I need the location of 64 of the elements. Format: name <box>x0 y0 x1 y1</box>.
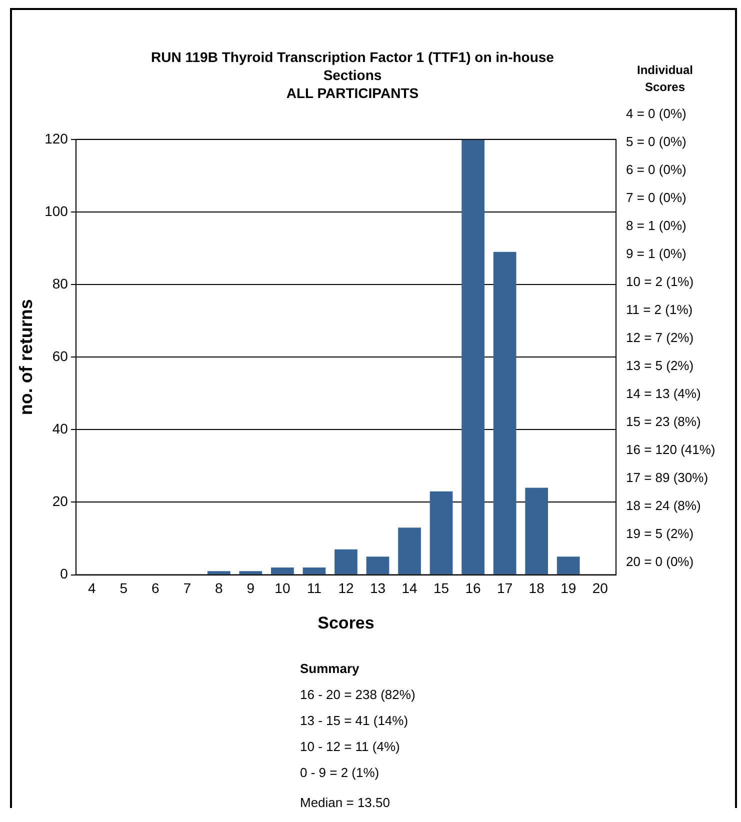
y-tick-label: 100 <box>44 202 68 219</box>
x-tick-label: 19 <box>560 580 576 596</box>
text: 19 = 5 (2%) <box>625 525 695 543</box>
x-tick-label: 13 <box>370 580 386 596</box>
y-tick-label: 40 <box>52 420 68 437</box>
bar <box>556 556 580 574</box>
y-tick-label: 80 <box>52 275 68 292</box>
x-tick-label: 12 <box>338 580 354 596</box>
text: 8 = 1 (0%) <box>625 217 688 235</box>
bar <box>430 491 453 574</box>
text: 15 = 23 (8%) <box>625 413 702 431</box>
text: 4 = 0 (0%) <box>625 105 688 123</box>
text: 13 - 15 = 41 (14%) <box>300 712 410 730</box>
text: Summary <box>300 660 360 678</box>
text: 17 = 89 (30%) <box>625 469 710 487</box>
text: 5 = 0 (0%) <box>625 133 688 151</box>
y-axis-title: no. of returns <box>16 299 36 416</box>
x-tick-label: 6 <box>151 580 160 596</box>
text: 10 = 2 (1%) <box>625 273 695 291</box>
text: 10 - 12 = 11 (4%) <box>300 738 401 756</box>
text: 12 = 7 (2%) <box>625 329 695 347</box>
text: 16 = 120 (41%) <box>625 441 716 459</box>
text: 20 = 0 (0%) <box>625 553 695 571</box>
x-axis-title: Scores <box>318 613 374 632</box>
y-tick-label: 20 <box>52 493 68 510</box>
x-tick-label: 9 <box>246 580 255 596</box>
text: Individual Scores <box>636 62 694 96</box>
x-tick-label: 8 <box>215 580 224 596</box>
bar <box>462 139 484 574</box>
text: Median = 13.50 <box>300 794 391 812</box>
bar <box>493 252 516 574</box>
x-tick-label: 20 <box>592 580 608 596</box>
chart-title: RUN 119B Thyroid Transcription Factor 1 (TTF1) on in-house Sections <box>150 48 555 84</box>
y-tick-label: 60 <box>52 348 68 364</box>
x-tick-label: 15 <box>433 580 450 596</box>
text: 13 = 5 (2%) <box>625 357 695 375</box>
bar <box>334 549 358 574</box>
bar <box>525 488 548 574</box>
x-tick-label: 11 <box>306 580 322 596</box>
x-tick-label: 18 <box>528 580 545 596</box>
text: 11 = 2 (1%) <box>625 301 694 319</box>
text: 7 = 0 (0%) <box>625 189 688 207</box>
bar <box>239 571 262 574</box>
bar <box>398 528 421 574</box>
text: 0 - 9 = 2 (1%) <box>300 764 380 782</box>
x-tick-label: 14 <box>402 580 418 596</box>
x-tick-label: 17 <box>497 580 513 596</box>
x-tick-label: 10 <box>274 580 290 596</box>
x-tick-label: 16 <box>465 580 482 596</box>
y-tick-label: 120 <box>44 130 68 146</box>
x-tick-label: 5 <box>120 580 128 596</box>
chart-subtitle: ALL PARTICIPANTS <box>285 84 420 102</box>
bar <box>302 568 326 574</box>
text: 16 - 20 = 238 (82%) <box>300 686 416 704</box>
bar <box>207 571 230 574</box>
text: 14 = 13 (4%) <box>625 385 702 403</box>
y-tick-label: 0 <box>60 566 68 582</box>
text: 18 = 24 (8%) <box>625 497 702 515</box>
x-tick-label: 4 <box>88 580 96 596</box>
bar <box>271 568 294 574</box>
bar <box>366 556 390 574</box>
x-tick-label: 7 <box>183 580 192 596</box>
text: 6 = 0 (0%) <box>625 161 688 179</box>
text: 9 = 1 (0%) <box>625 245 688 263</box>
